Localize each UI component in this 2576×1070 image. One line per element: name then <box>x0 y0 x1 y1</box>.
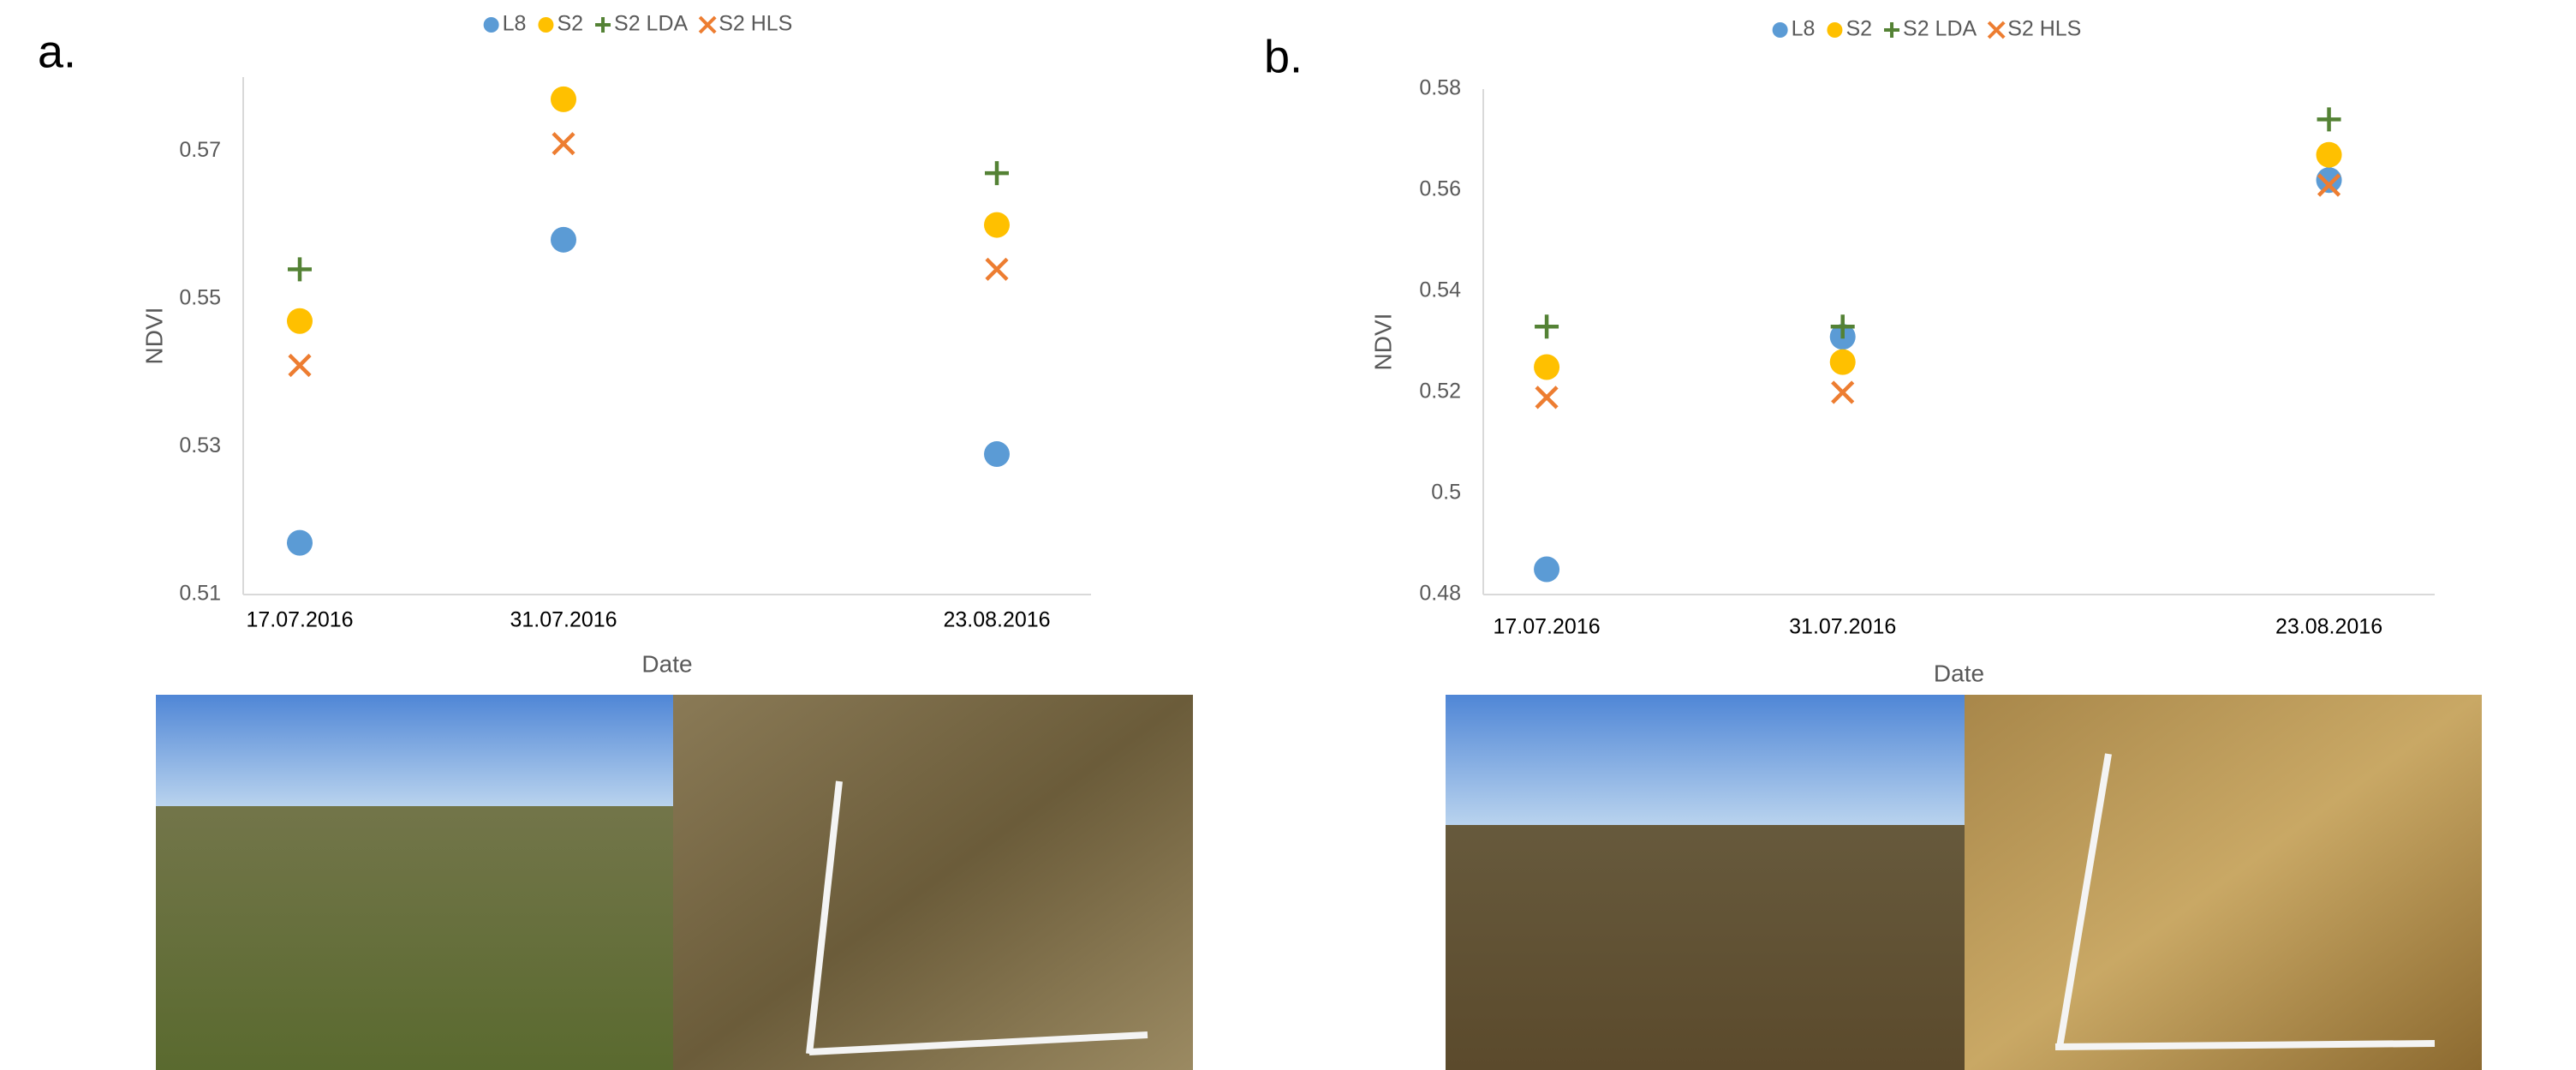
point <box>984 441 1010 467</box>
photo-sky <box>1446 695 1965 825</box>
legend-swatch <box>1827 22 1842 38</box>
x-tick-label: 31.07.2016 <box>510 608 617 632</box>
point <box>1535 314 1559 338</box>
x-tick-label: 23.08.2016 <box>943 608 1050 632</box>
point <box>288 257 312 281</box>
x-axis-title: Date <box>641 650 692 677</box>
y-tick-label: 0.54 <box>1419 278 1461 302</box>
x-axis-title: Date <box>1934 660 1984 686</box>
legend-label: S2 <box>557 12 583 36</box>
legend-swatch <box>1989 22 2004 38</box>
legend-swatch <box>538 17 553 33</box>
legend-label: S2 LDA <box>614 12 688 36</box>
y-axis-title: NDVI <box>1369 314 1396 371</box>
chart: a. 0.51 0.53 0.55 0.57 17.07.2016 31.07.2016 23… <box>38 12 1091 678</box>
panel-label: a. <box>38 26 76 77</box>
y-axis-title: NDVI <box>140 308 167 365</box>
legend: L8 S2 S2 LDA S2 HLS <box>484 12 793 36</box>
legend-label: S2 LDA <box>1903 17 1977 41</box>
point <box>551 87 576 112</box>
point <box>1536 387 1557 408</box>
legend-label: S2 <box>1846 17 1872 41</box>
point <box>2317 107 2341 131</box>
y-tick-label: 0.52 <box>1419 380 1461 403</box>
photo-ground <box>673 695 1193 1070</box>
x-tick-label: 31.07.2016 <box>1789 615 1896 639</box>
x-tick-label: 23.08.2016 <box>2275 615 2382 639</box>
y-tick-label: 0.51 <box>179 582 221 606</box>
x-tick-label: 17.07.2016 <box>246 608 353 632</box>
photo-group-a <box>156 695 1193 1070</box>
y-tick-label: 0.48 <box>1419 582 1461 606</box>
point <box>2317 142 2342 168</box>
point <box>553 134 574 154</box>
point <box>985 161 1009 185</box>
y-tick-label: 0.53 <box>179 433 221 457</box>
photo-ground <box>1965 695 2482 1070</box>
legend-swatch <box>1884 22 1899 38</box>
point <box>984 212 1010 238</box>
legend-label: S2 HLS <box>719 12 792 36</box>
figure: a. 0.51 0.53 0.55 0.57 17.07.2016 31.07.2016 23… <box>0 0 2576 1070</box>
legend-swatch <box>595 17 611 33</box>
chart: b. 0.48 0.5 0.52 0.54 0.56 0.58 17.07.2016 31.07… <box>1264 17 2435 687</box>
y-tick-label: 0.58 <box>1419 76 1461 100</box>
point <box>1830 350 1856 375</box>
panel-label: b. <box>1264 31 1303 82</box>
legend-label: L8 <box>503 12 527 36</box>
x-tick-label: 17.07.2016 <box>1494 615 1601 639</box>
y-tick-label: 0.55 <box>179 285 221 309</box>
y-tick-label: 0.57 <box>179 138 221 162</box>
y-tick-label: 0.56 <box>1419 177 1461 201</box>
photo-sky <box>156 695 673 806</box>
point <box>987 259 1007 279</box>
legend-swatch <box>1773 22 1788 38</box>
point <box>287 308 313 334</box>
page: {"chart_data": [ {"type": "scatter", "pa… <box>0 0 2576 1070</box>
legend-label: L8 <box>1792 17 1816 41</box>
photo-group-b <box>1446 695 2482 1070</box>
point <box>1534 557 1559 583</box>
legend-swatch <box>700 17 715 33</box>
point <box>287 530 313 556</box>
point <box>1534 355 1559 380</box>
legend-label: S2 HLS <box>2007 17 2081 41</box>
legend-swatch <box>484 17 499 33</box>
point <box>1833 382 1853 403</box>
point <box>289 356 310 376</box>
y-tick-label: 0.5 <box>1431 481 1461 505</box>
point <box>2317 167 2342 193</box>
ruler <box>2055 1043 2435 1047</box>
point <box>551 227 576 253</box>
legend: L8 S2 S2 LDA S2 HLS <box>1773 17 2082 41</box>
